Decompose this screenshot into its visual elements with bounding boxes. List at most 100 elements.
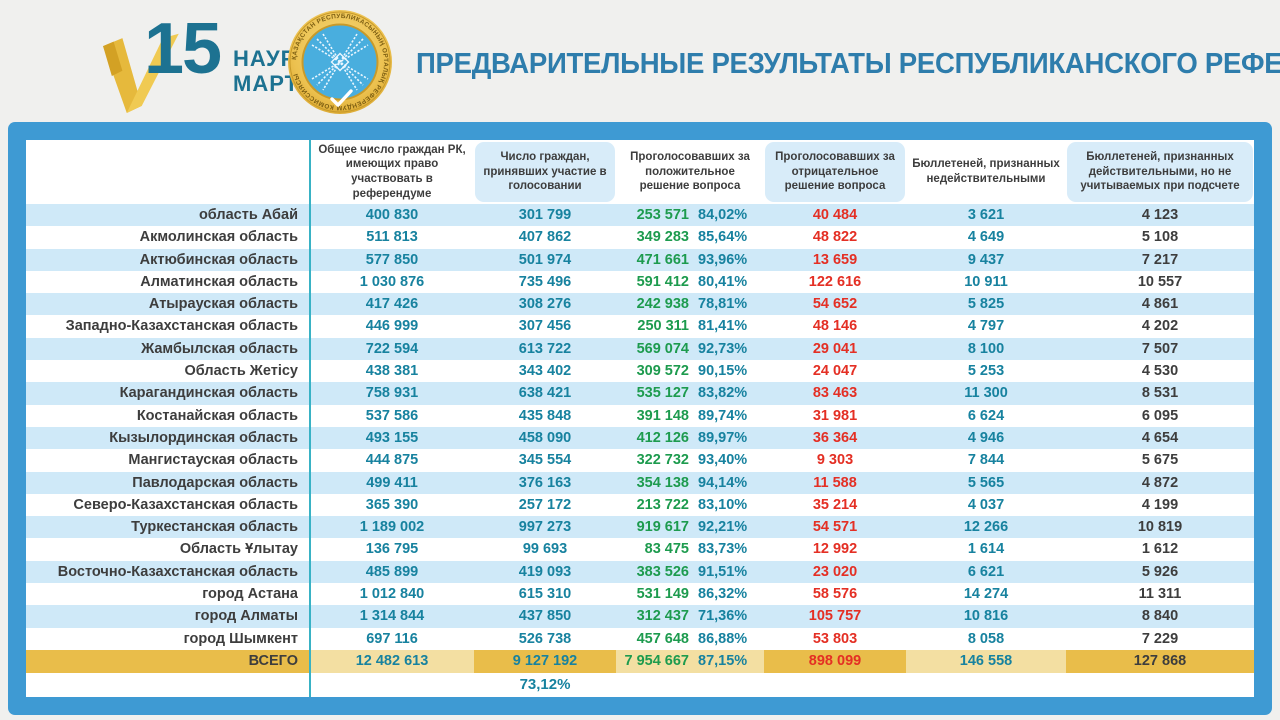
cell-valid-not-counted: 7 229 bbox=[1141, 630, 1179, 647]
cell-region: город Алматы bbox=[194, 608, 298, 625]
cell-region: Восточно-Казахстанская область bbox=[57, 563, 298, 580]
table-row: Акмолинская область 511 813 407 862 349 … bbox=[26, 226, 1254, 248]
cell-yes-pct: 83,10% bbox=[698, 496, 748, 513]
cell-yes-pct: 86,32% bbox=[698, 586, 748, 603]
cell-participated: 437 850 bbox=[518, 608, 572, 625]
cell-eligible: 438 381 bbox=[365, 363, 419, 380]
total-no: 898 099 bbox=[764, 649, 906, 673]
cell-region: Область Ұлытау bbox=[179, 541, 298, 558]
total-participated: 9 127 192 bbox=[474, 649, 616, 673]
cell-yes-pct: 80,41% bbox=[698, 273, 748, 290]
cell-invalid: 1 614 bbox=[967, 541, 1005, 558]
cell-eligible: 577 850 bbox=[365, 251, 419, 268]
cell-invalid: 12 266 bbox=[963, 519, 1009, 536]
cell-no: 31 981 bbox=[812, 407, 858, 424]
cell-yes-group: 591 412 80,41% bbox=[616, 271, 764, 293]
table-row: Восточно-Казахстанская область 485 899 4… bbox=[26, 560, 1254, 584]
cell-region: Область Жетісу bbox=[184, 363, 299, 380]
cell-invalid: 5 825 bbox=[967, 296, 1005, 313]
turnout-row: 73,12% bbox=[26, 672, 1254, 697]
logo-day: 15 bbox=[144, 9, 222, 89]
cell-valid-not-counted: 10 819 bbox=[1137, 519, 1183, 536]
table-row: Жамбылская область 722 594 613 722 569 0… bbox=[26, 337, 1254, 361]
cell-invalid: 5 565 bbox=[967, 474, 1005, 491]
cell-yes: 309 572 bbox=[636, 363, 689, 380]
table-row: область Абай 400 830 301 799 253 571 84,… bbox=[26, 204, 1254, 227]
results-panel: Общее число граждан РК, имеющих право уч… bbox=[8, 122, 1272, 715]
cell-yes: 213 722 bbox=[636, 496, 689, 513]
cell-invalid: 14 274 bbox=[963, 586, 1009, 603]
cell-yes-group: 412 126 89,97% bbox=[616, 427, 764, 449]
total-label: ВСЕГО bbox=[26, 649, 310, 673]
cell-region: Западно-Казахстанская область bbox=[65, 318, 298, 335]
turnout-percent: 73,12% bbox=[519, 675, 571, 693]
cell-eligible: 1 012 840 bbox=[359, 586, 425, 603]
total-row: ВСЕГО 12 482 613 9 127 192 7 954 667 87,… bbox=[26, 649, 1254, 673]
cell-yes-pct: 78,81% bbox=[698, 296, 748, 313]
cell-yes-group: 391 148 89,74% bbox=[616, 405, 764, 427]
cell-participated: 376 163 bbox=[518, 474, 572, 491]
cell-region: Карагандинская область bbox=[119, 385, 298, 402]
cell-yes-group: 312 437 71,36% bbox=[616, 605, 764, 627]
page-title: ПРЕДВАРИТЕЛЬНЫЕ РЕЗУЛЬТАТЫ РЕСПУБЛИКАНСК… bbox=[416, 48, 1280, 80]
cell-region: Павлодарская область bbox=[132, 474, 298, 491]
cell-invalid: 9 437 bbox=[967, 251, 1005, 268]
cell-participated: 501 974 bbox=[518, 251, 572, 268]
cell-region: Алматинская область bbox=[140, 273, 298, 290]
cell-no: 24 047 bbox=[812, 363, 858, 380]
cell-no: 9 303 bbox=[816, 452, 854, 469]
checkmark-icon bbox=[103, 33, 179, 113]
table-row: Северо-Казахстанская область 365 390 257… bbox=[26, 494, 1254, 516]
cell-region: Северо-Казахстанская область bbox=[73, 496, 298, 513]
cell-invalid: 3 621 bbox=[967, 207, 1005, 223]
cell-eligible: 537 586 bbox=[365, 407, 419, 424]
col-header-participated: Число граждан, принявших участие в голос… bbox=[475, 142, 615, 202]
cell-valid-not-counted: 4 654 bbox=[1141, 429, 1179, 446]
cell-region: Жамбылская область bbox=[141, 340, 298, 357]
cell-yes-pct: 85,64% bbox=[698, 229, 748, 246]
cell-valid-not-counted: 6 095 bbox=[1141, 407, 1179, 424]
cell-yes: 349 283 bbox=[636, 229, 689, 246]
cell-participated: 307 456 bbox=[518, 318, 572, 335]
cell-invalid: 4 037 bbox=[967, 496, 1005, 513]
cell-invalid: 10 911 bbox=[964, 273, 1008, 290]
cell-no: 53 803 bbox=[812, 630, 858, 647]
cell-valid-not-counted: 4 202 bbox=[1141, 318, 1179, 335]
cell-invalid: 4 946 bbox=[967, 429, 1005, 446]
cell-no: 48 146 bbox=[812, 318, 858, 335]
cell-eligible: 697 116 bbox=[366, 630, 418, 647]
cell-yes-group: 471 661 93,96% bbox=[616, 249, 764, 271]
cell-yes-pct: 86,88% bbox=[698, 630, 748, 647]
cell-yes-group: 83 475 83,73% bbox=[616, 538, 764, 560]
cell-eligible: 136 795 bbox=[365, 541, 419, 558]
cell-region: Кызылординская область bbox=[109, 429, 298, 446]
table-row: Карагандинская область 758 931 638 421 5… bbox=[26, 382, 1254, 405]
cell-region: Костанайская область bbox=[136, 407, 298, 424]
cell-no: 29 041 bbox=[812, 340, 858, 357]
cell-region: Акмолинская область bbox=[139, 229, 298, 246]
cell-no: 35 214 bbox=[812, 496, 858, 513]
cell-no: 11 588 bbox=[813, 474, 857, 491]
cell-valid-not-counted: 7 507 bbox=[1141, 340, 1179, 357]
cell-no: 12 992 bbox=[812, 541, 858, 558]
table-row: Мангистауская область 444 875 345 554 32… bbox=[26, 449, 1254, 471]
cell-yes-group: 253 571 84,02% bbox=[616, 204, 764, 226]
cell-yes-group: 250 311 81,41% bbox=[616, 315, 764, 337]
col-header-region bbox=[26, 140, 310, 204]
cell-no: 58 576 bbox=[812, 586, 858, 603]
cell-invalid: 6 624 bbox=[967, 407, 1005, 424]
cell-no: 54 571 bbox=[812, 519, 858, 536]
cell-region: город Шымкент bbox=[183, 630, 298, 647]
cell-eligible: 511 813 bbox=[366, 229, 418, 246]
cell-yes-pct: 83,82% bbox=[698, 385, 748, 402]
cell-valid-not-counted: 7 217 bbox=[1141, 251, 1179, 268]
cell-yes: 457 648 bbox=[636, 630, 689, 647]
cell-yes-group: 531 149 86,32% bbox=[616, 583, 764, 605]
cell-region: город Астана bbox=[202, 586, 298, 603]
cell-invalid: 8 058 bbox=[967, 630, 1005, 647]
cell-eligible: 446 999 bbox=[365, 318, 419, 335]
table-row: Павлодарская область 499 411 376 163 354… bbox=[26, 471, 1254, 494]
cell-yes-group: 569 074 92,73% bbox=[616, 338, 764, 360]
cell-region: Атырауская область bbox=[148, 296, 298, 313]
cell-yes-group: 242 938 78,81% bbox=[616, 293, 764, 315]
